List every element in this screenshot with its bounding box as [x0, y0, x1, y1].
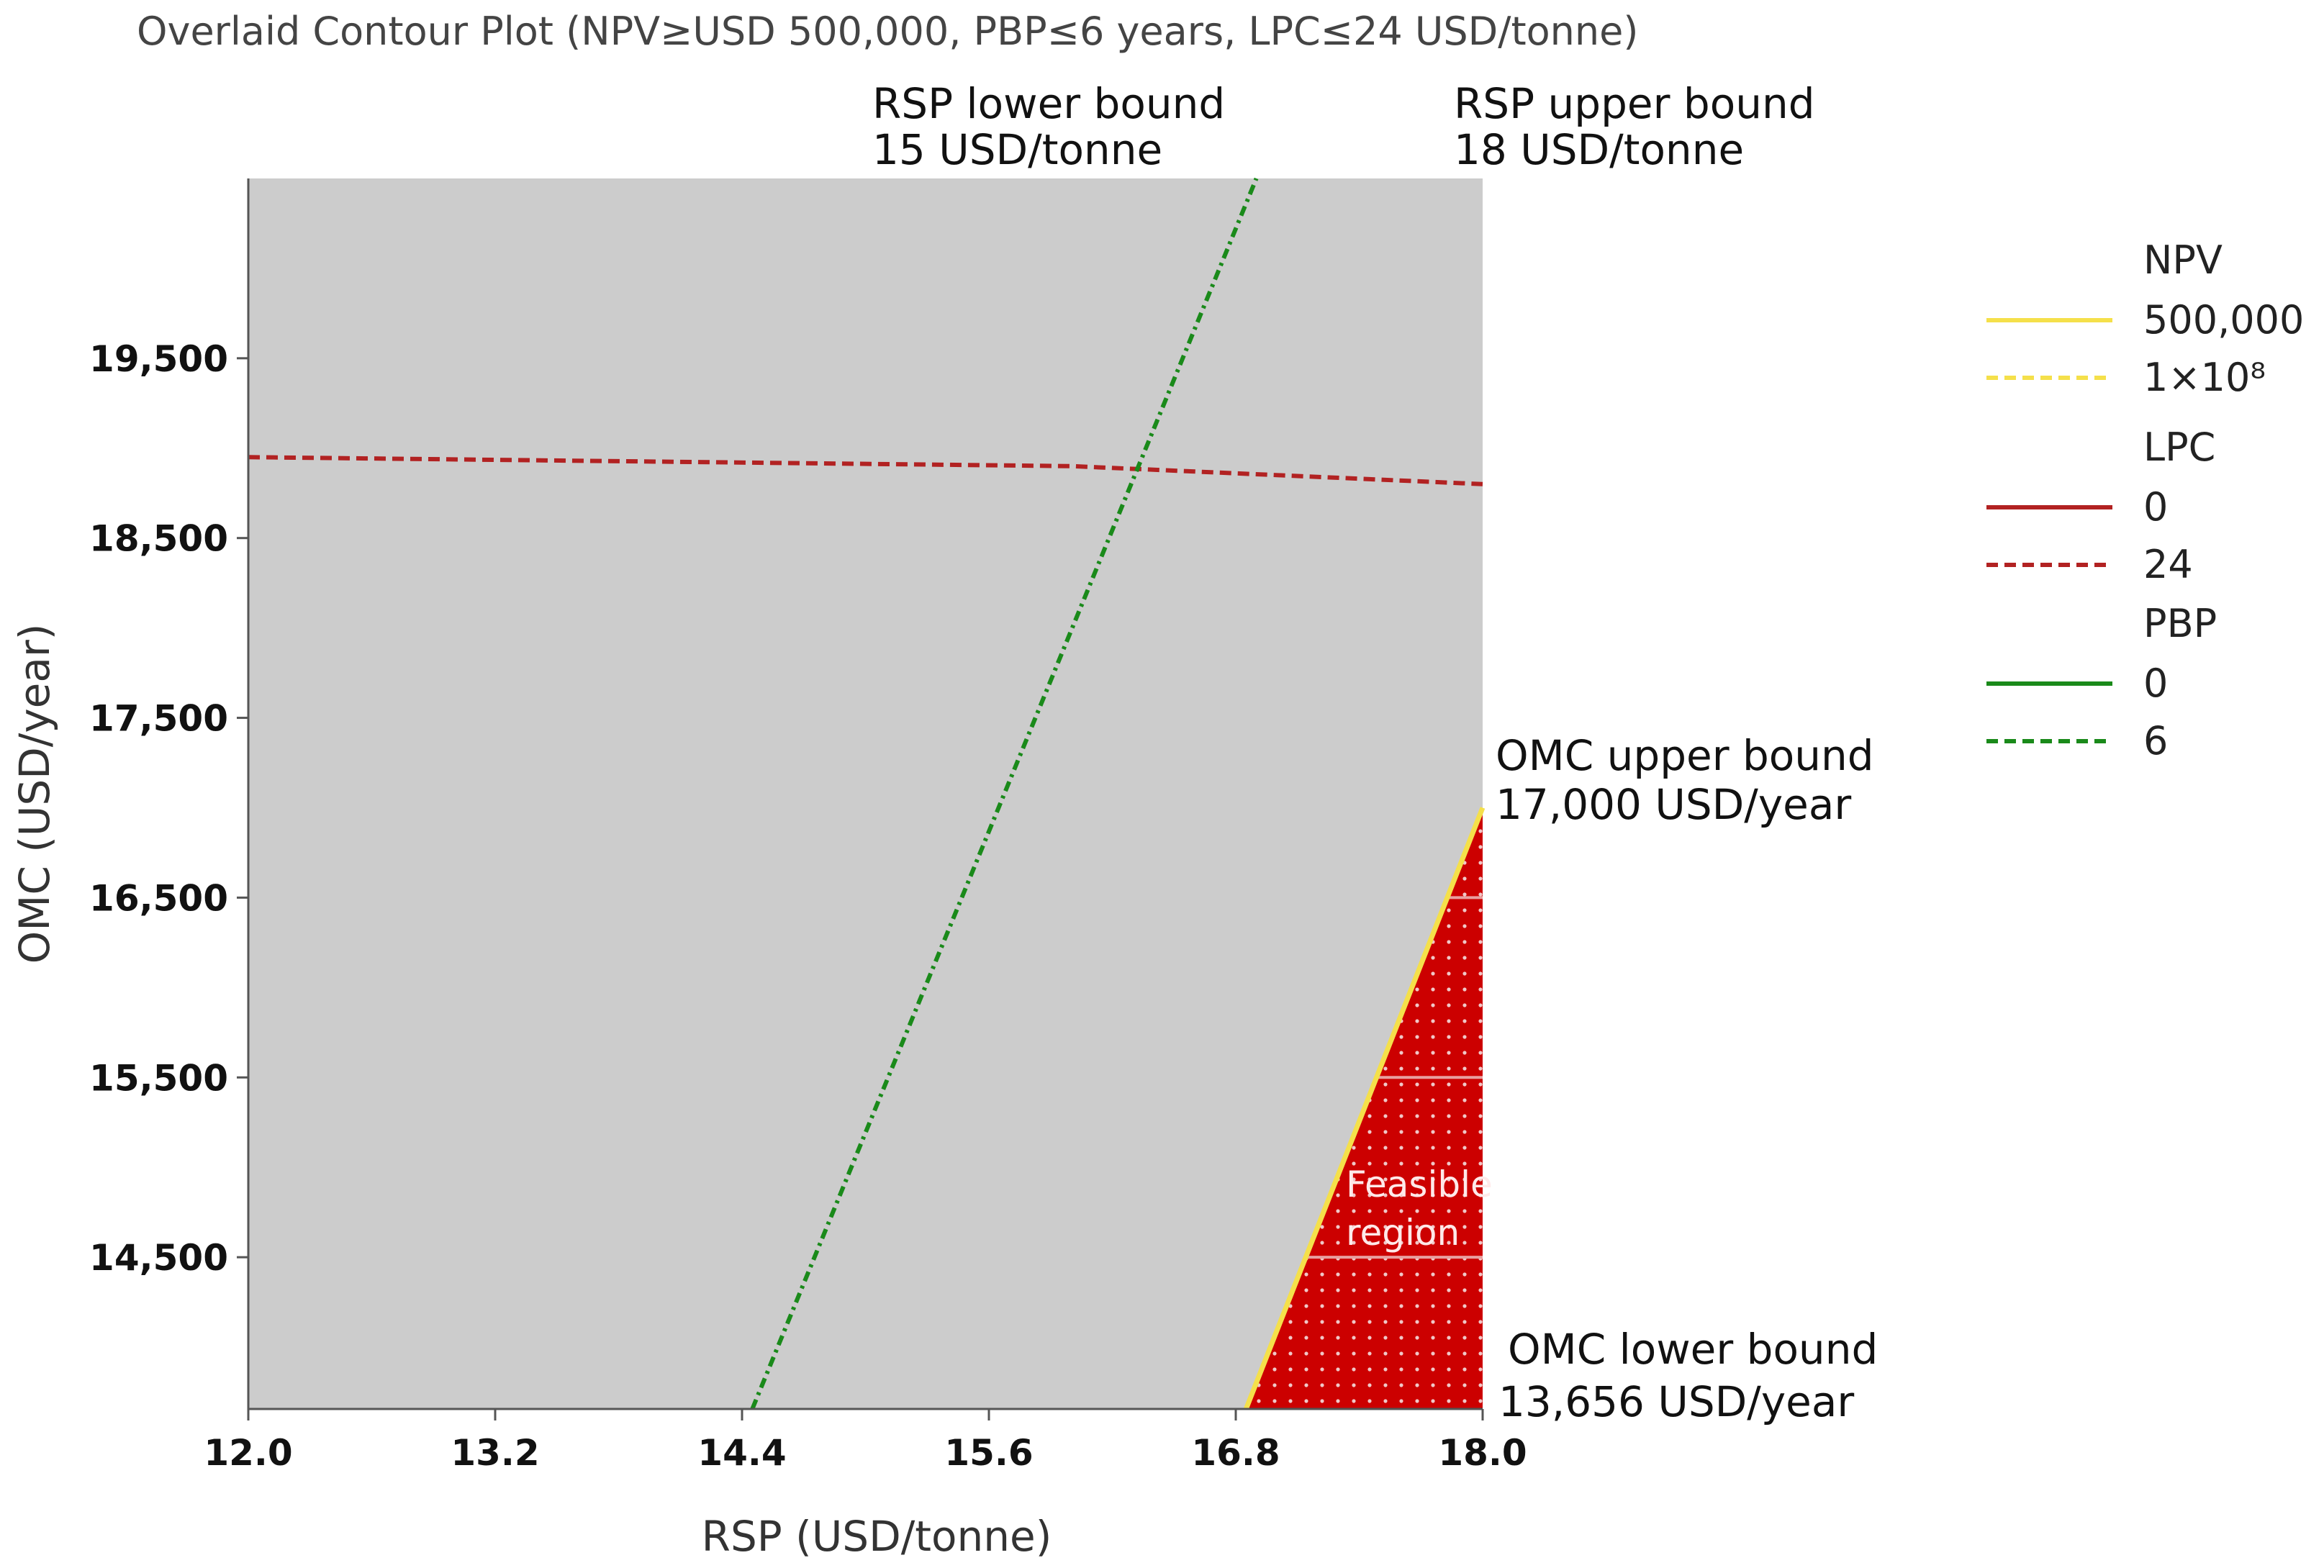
legend-label-lpc-1: 24 — [2143, 542, 2193, 587]
legend-label-lpc-0: 0 — [2143, 484, 2168, 530]
y-tick-label-1: 18,500 — [89, 518, 228, 560]
x-tick-label-2: 14.4 — [697, 1432, 786, 1474]
y-axis-ticks: 19,500 18,500 17,500 16,500 15,500 14,500 — [89, 338, 248, 1279]
omc-lower-bound-label: OMC lower bound — [1508, 1325, 1878, 1374]
omc-lower-bound-value: 13,656 USD/year — [1498, 1377, 1854, 1426]
feasible-label-line1: Feasible — [1346, 1164, 1493, 1205]
x-axis-ticks: 12.0 13.2 14.4 15.6 16.8 18.0 — [204, 1409, 1527, 1474]
y-axis-label: OMC (USD/year) — [10, 624, 59, 964]
y-tick-label-4: 15,500 — [89, 1057, 228, 1099]
rsp-upper-bound-label: RSP upper bound — [1454, 79, 1815, 128]
legend-label-npv-0: 500,000 — [2143, 297, 2304, 343]
rsp-upper-bound-value: 18 USD/tonne — [1454, 125, 1744, 174]
contour-line-pbp-0 — [750, 177, 1259, 1410]
rsp-lower-bound-value: 15 USD/tonne — [872, 125, 1162, 174]
y-tick-label-5: 14,500 — [89, 1237, 228, 1279]
contour-lines — [248, 177, 1486, 1410]
x-tick-label-4: 16.8 — [1191, 1432, 1280, 1474]
plot-area: Feasible region — [248, 177, 1493, 1410]
y-tick-label-3: 16,500 — [89, 877, 228, 919]
x-axis-label: RSP (USD/tonne) — [702, 1512, 1052, 1561]
legend-title-pbp: PBP — [2143, 601, 2217, 646]
legend: NPV 500,000 1×10⁸ LPC 0 24 PBP 0 6 — [1986, 237, 2304, 763]
legend-label-pbp-0: 0 — [2143, 661, 2168, 706]
x-tick-label-5: 18.0 — [1438, 1432, 1527, 1474]
x-tick-label-1: 13.2 — [451, 1432, 539, 1474]
legend-title-npv: NPV — [2143, 237, 2223, 283]
x-tick-label-0: 12.0 — [204, 1432, 292, 1474]
plot-background — [248, 178, 1483, 1409]
chart-title: Overlaid Contour Plot (NPV≥USD 500,000, … — [137, 9, 1638, 54]
rsp-lower-bound-label: RSP lower bound — [872, 79, 1225, 128]
omc-upper-bound-label: OMC upper bound — [1496, 731, 1874, 780]
contour-line-npv-0 — [1244, 807, 1486, 1410]
legend-title-lpc: LPC — [2143, 425, 2215, 470]
legend-label-npv-1: 1×10⁸ — [2143, 355, 2266, 400]
contour-line-lpc-0 — [248, 455, 1483, 486]
y-tick-label-0: 19,500 — [89, 338, 228, 380]
feasible-gridlines — [1306, 896, 1483, 1259]
legend-label-pbp-1: 6 — [2143, 718, 2168, 763]
y-tick-label-2: 17,500 — [89, 698, 228, 740]
feasible-label-line2: region — [1346, 1212, 1460, 1254]
omc-upper-bound-value: 17,000 USD/year — [1496, 780, 1851, 829]
x-tick-label-3: 15.6 — [944, 1432, 1033, 1474]
